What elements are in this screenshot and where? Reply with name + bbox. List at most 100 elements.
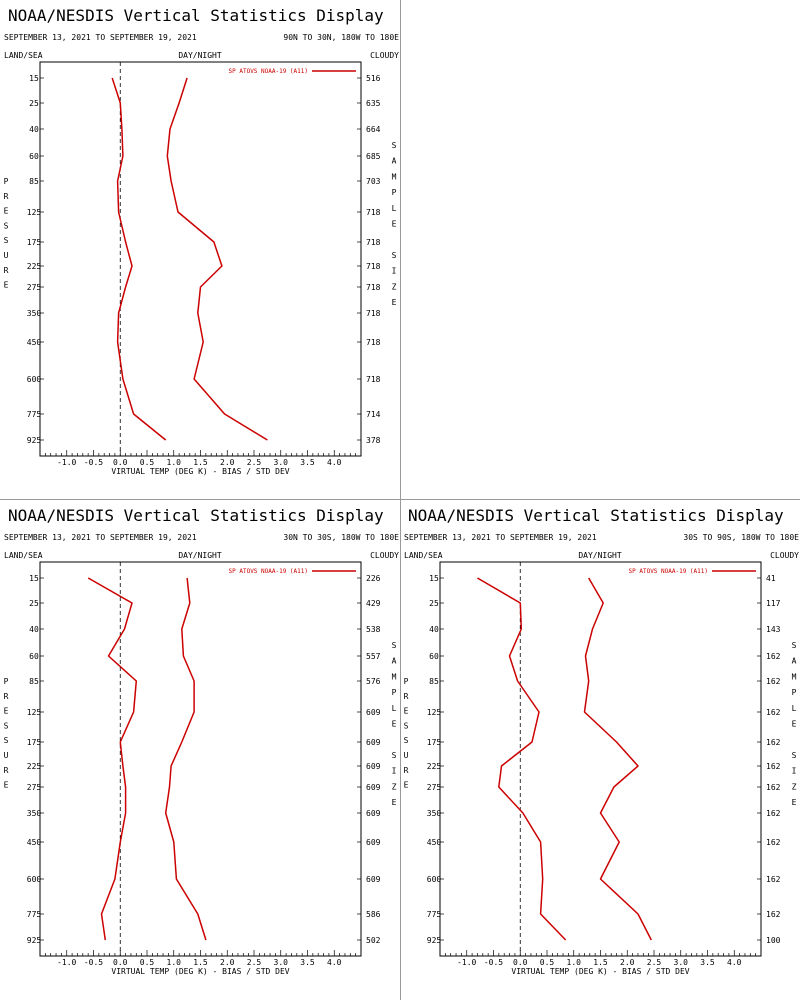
pressure-level-label: 25 — [429, 599, 439, 608]
x-tick-label: 3.5 — [700, 958, 715, 967]
y2-axis-label-char: Z — [392, 282, 397, 291]
y2-axis-label-char: E — [392, 298, 397, 307]
y2-axis-label-char: A — [392, 657, 397, 666]
sample-size-label: 609 — [366, 708, 381, 717]
x-axis-label: VIRTUAL TEMP (DEG K) - BIAS / STD DEV — [111, 467, 289, 476]
x-tick-label: 1.0 — [167, 458, 182, 467]
x-tick-label: 1.5 — [193, 958, 208, 967]
y2-axis-label-char: S — [392, 641, 397, 650]
y-axis-label-char: U — [404, 751, 409, 760]
pressure-level-label: 40 — [29, 625, 39, 634]
pressure-level-label: 225 — [27, 762, 42, 771]
day-night-label: DAY/NIGHT — [178, 51, 222, 60]
x-tick-label: 1.5 — [593, 958, 608, 967]
y-axis-label-char: E — [4, 207, 9, 216]
pressure-level-label: 125 — [427, 708, 442, 717]
sample-size-label: 502 — [366, 936, 381, 945]
chart-title: NOAA/NESDIS Vertical Statistics Display — [408, 506, 784, 525]
sample-size-label: 714 — [366, 410, 381, 419]
sample-size-label: 143 — [766, 625, 781, 634]
x-tick-label: 1.0 — [167, 958, 182, 967]
sample-size-label: 609 — [366, 809, 381, 818]
sample-size-label: 718 — [366, 309, 381, 318]
pressure-level-label: 450 — [27, 838, 42, 847]
sample-size-label: 576 — [366, 677, 381, 686]
y2-axis-label-char: M — [392, 672, 397, 681]
sample-size-label: 162 — [766, 910, 781, 919]
sample-size-label: 162 — [766, 677, 781, 686]
sample-size-label: 718 — [366, 283, 381, 292]
x-tick-label: 1.5 — [193, 458, 208, 467]
y2-axis-label-char: P — [792, 688, 797, 697]
x-axis-label: VIRTUAL TEMP (DEG K) - BIAS / STD DEV — [111, 967, 289, 976]
x-tick-label: 2.5 — [247, 458, 262, 467]
pressure-level-label: 40 — [29, 125, 39, 134]
y2-axis-label-char: P — [392, 688, 397, 697]
pressure-level-label: 925 — [27, 436, 42, 445]
sample-size-label: 609 — [366, 875, 381, 884]
y2-axis-label-char: S — [392, 251, 397, 260]
series-line-bias — [477, 577, 567, 941]
sample-size-label: 162 — [766, 762, 781, 771]
sample-size-label: 685 — [366, 152, 381, 161]
y2-axis-label-char: I — [392, 267, 397, 276]
pressure-level-label: 125 — [27, 208, 42, 217]
legend-label: SP ATOVS NOAA-19 (A11) — [229, 568, 308, 575]
pressure-level-label: 175 — [27, 738, 42, 747]
pressure-level-label: 350 — [427, 809, 442, 818]
series-line-std_dev — [583, 577, 652, 941]
pressure-level-label: 450 — [27, 338, 42, 347]
sample-size-label: 609 — [366, 762, 381, 771]
sample-size-label: 378 — [366, 436, 381, 445]
x-tick-label: -0.5 — [484, 958, 503, 967]
x-tick-label: 4.0 — [327, 458, 342, 467]
sample-size-label: 609 — [366, 738, 381, 747]
sample-size-label: 664 — [366, 125, 381, 134]
date-range: SEPTEMBER 13, 2021 TO SEPTEMBER 19, 2021 — [4, 533, 197, 542]
sample-size-label: 609 — [366, 838, 381, 847]
sample-size-label: 162 — [766, 809, 781, 818]
chart-panel-2: NOAA/NESDIS Vertical Statistics Display S… — [4, 506, 400, 976]
y-axis-label-char: U — [4, 251, 9, 260]
x-tick-label: 2.0 — [620, 958, 635, 967]
cloudy-label: CLOUDY — [370, 51, 399, 60]
x-axis-label: VIRTUAL TEMP (DEG K) - BIAS / STD DEV — [511, 967, 689, 976]
series-line-std_dev — [166, 77, 268, 441]
y2-axis-label-char: A — [392, 157, 397, 166]
pressure-level-label: 60 — [429, 652, 439, 661]
y2-axis-label-char: I — [392, 767, 397, 776]
sample-size-label: 162 — [766, 875, 781, 884]
sample-size-label: 162 — [766, 652, 781, 661]
sample-size-label: 609 — [366, 783, 381, 792]
y-axis-label-char: R — [404, 766, 409, 775]
y-axis-label-char: E — [4, 707, 9, 716]
pressure-level-label: 600 — [27, 875, 42, 884]
pressure-level-label: 85 — [29, 677, 39, 686]
sample-size-label: 635 — [366, 99, 381, 108]
region-label: 30S TO 90S, 180W TO 180E — [683, 533, 799, 542]
pressure-level-label: 85 — [29, 177, 39, 186]
legend-label: SP ATOVS NOAA-19 (A11) — [629, 568, 708, 575]
pressure-level-label: 350 — [27, 309, 42, 318]
y-axis-label-char: S — [4, 221, 9, 230]
x-tick-label: 0.0 — [113, 458, 128, 467]
pressure-level-label: 775 — [27, 410, 42, 419]
x-tick-label: -1.0 — [457, 958, 476, 967]
pressure-level-label: 600 — [427, 875, 442, 884]
x-tick-label: 0.5 — [140, 458, 155, 467]
y2-axis-label-char: Z — [792, 782, 797, 791]
y2-axis-label-char: I — [792, 767, 797, 776]
y2-axis-label-char: M — [392, 172, 397, 181]
sample-size-label: 226 — [366, 574, 381, 583]
y2-axis-label-char: S — [792, 751, 797, 760]
x-tick-label: 0.5 — [140, 958, 155, 967]
pressure-level-label: 350 — [27, 809, 42, 818]
pressure-level-label: 925 — [427, 936, 442, 945]
pressure-level-label: 225 — [427, 762, 442, 771]
x-tick-label: 3.0 — [274, 458, 289, 467]
x-tick-label: 0.5 — [540, 958, 555, 967]
chart-panel-1: NOAA/NESDIS Vertical Statistics Display S… — [4, 6, 400, 476]
region-label: 90N TO 30N, 180W TO 180E — [283, 33, 399, 42]
pressure-level-label: 60 — [29, 152, 39, 161]
